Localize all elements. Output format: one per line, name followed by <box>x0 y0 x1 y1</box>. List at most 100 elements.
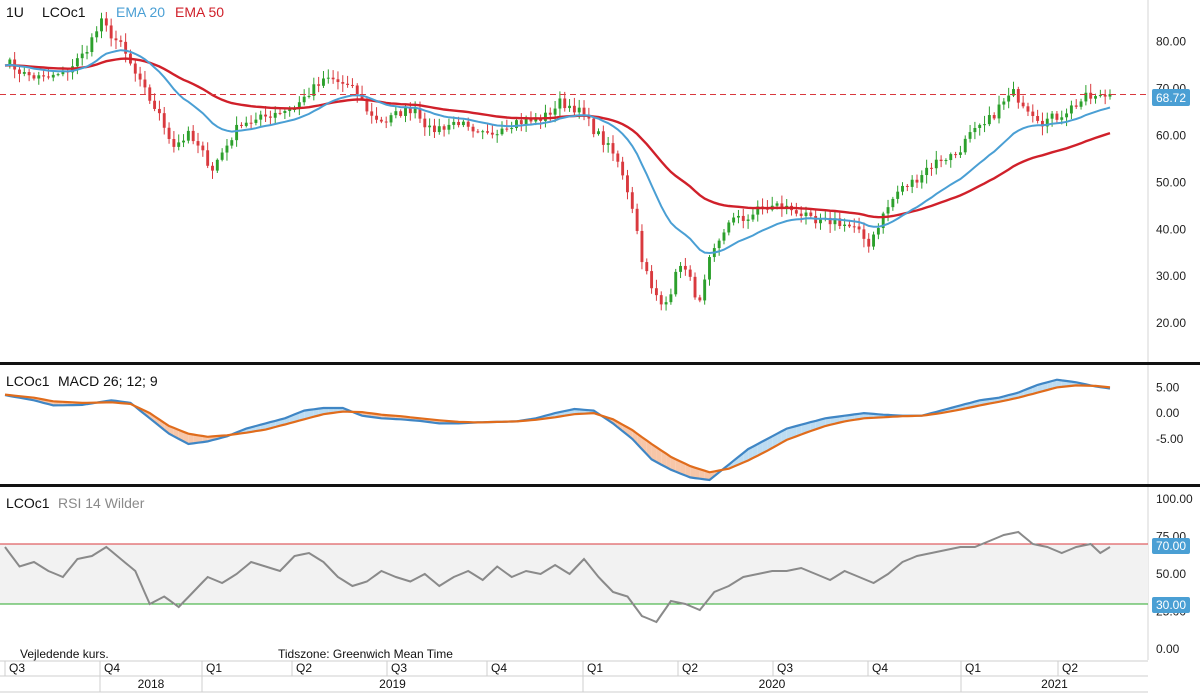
candle-body <box>674 271 678 295</box>
candle-body <box>56 74 60 76</box>
macd-fill-segment <box>1056 379 1062 388</box>
candle-body <box>486 131 489 133</box>
candle-body <box>577 107 581 113</box>
panel-divider[interactable] <box>0 362 1200 365</box>
candle-body <box>799 213 803 216</box>
candle-body <box>751 214 755 220</box>
quarter-label: Q4 <box>872 661 888 675</box>
macd-fill-segment <box>801 423 807 435</box>
candle-body <box>1060 117 1064 120</box>
symbol-label[interactable]: LCOc1 <box>42 4 86 20</box>
candle-body <box>1012 89 1015 96</box>
candle-body <box>992 115 996 119</box>
candle-body <box>679 265 682 272</box>
macd-fill-segment <box>670 456 676 472</box>
candle-body <box>688 269 692 277</box>
candle-body <box>616 153 620 162</box>
candle-body <box>481 131 485 133</box>
candle-body <box>283 110 287 114</box>
macd-fill-segment <box>815 419 821 430</box>
macd-fill-segment <box>806 422 811 433</box>
macd-fill-segment <box>193 434 199 444</box>
time-axis[interactable]: Q3 Q4 Q1 Q2 Q3 Q4 Q1 Q2 Q3 Q4 Q1 Q2 2018 2019 2020 202… <box>0 660 1148 693</box>
candle-body <box>1098 95 1102 97</box>
candle-body <box>901 185 904 192</box>
candle-body <box>741 215 745 221</box>
candle-body <box>355 85 359 95</box>
candle-body <box>326 77 330 79</box>
candle-body <box>1084 92 1088 102</box>
candle-body <box>8 59 12 66</box>
macd-fill-segment <box>762 438 768 454</box>
candle-body <box>722 232 726 241</box>
quarter-label: Q2 <box>1062 661 1078 675</box>
candle-body <box>61 71 65 75</box>
candle-body <box>244 122 248 126</box>
year-label: 2020 <box>759 677 786 691</box>
candle-body <box>457 121 461 126</box>
candle-body <box>920 175 924 183</box>
candle-body <box>563 98 567 109</box>
candle-body <box>157 108 161 114</box>
candle-body <box>809 212 813 216</box>
candle-body <box>1103 95 1107 97</box>
candle-body <box>1007 95 1011 102</box>
candle-body <box>978 124 982 128</box>
macd-title[interactable]: MACD 26; 12; 9 <box>58 373 158 389</box>
candle-body <box>732 217 736 223</box>
rsi-title[interactable]: RSI 14 Wilder <box>58 495 145 511</box>
candle-body <box>794 210 798 214</box>
candle-body <box>230 140 234 146</box>
candle-body <box>452 121 456 125</box>
candle-body <box>867 238 871 247</box>
candle-body <box>37 75 41 79</box>
macd-panel[interactable]: -5.00 0.00 5.00 LCOc1 MACD 26; 12; 9 <box>4 365 1184 484</box>
macd-fill-segment <box>1042 382 1048 392</box>
candle-body <box>659 295 663 305</box>
macd-symbol-label[interactable]: LCOc1 <box>6 373 50 389</box>
interval-label[interactable]: 1U <box>6 4 24 20</box>
candle-body <box>433 125 436 133</box>
candle-body <box>717 240 721 249</box>
ema20-legend[interactable]: EMA 20 <box>116 4 165 20</box>
candle-body <box>254 119 258 123</box>
candle-body <box>896 191 900 199</box>
candle-body <box>51 74 55 78</box>
candle-body <box>201 145 205 151</box>
rsi-symbol-label[interactable]: LCOc1 <box>6 495 50 511</box>
candle-body <box>640 230 644 263</box>
candle-body <box>572 105 576 113</box>
ema50-legend[interactable]: EMA 50 <box>175 4 224 20</box>
candle-body <box>910 179 914 187</box>
candle-body <box>934 159 938 169</box>
candle-body <box>461 121 465 126</box>
candle-body <box>954 154 958 156</box>
price-tick-label: 80.00 <box>1156 35 1186 49</box>
candle-body <box>1036 115 1040 121</box>
candle-body <box>963 138 967 153</box>
candle-body <box>104 18 108 26</box>
candle-body <box>804 212 808 216</box>
macd-fill-segment <box>781 428 787 443</box>
candle-body <box>389 115 393 123</box>
candle-body <box>235 124 239 141</box>
candle-body <box>428 125 432 128</box>
macd-histogram-fill <box>5 379 1110 480</box>
candle-body <box>1045 118 1049 127</box>
candle-body <box>312 84 316 96</box>
candle-body <box>322 78 325 86</box>
candle-body <box>592 118 596 135</box>
panel-divider[interactable] <box>0 484 1200 487</box>
candle-body <box>505 128 509 130</box>
candle-body <box>384 121 388 123</box>
candle-body <box>601 131 605 145</box>
year-label: 2021 <box>1041 677 1068 691</box>
candle-body <box>683 265 687 270</box>
macd-tick-label: 5.00 <box>1156 380 1180 394</box>
candle-body <box>32 75 36 79</box>
candle-body <box>18 69 21 74</box>
macd-fill-segment <box>695 467 700 479</box>
